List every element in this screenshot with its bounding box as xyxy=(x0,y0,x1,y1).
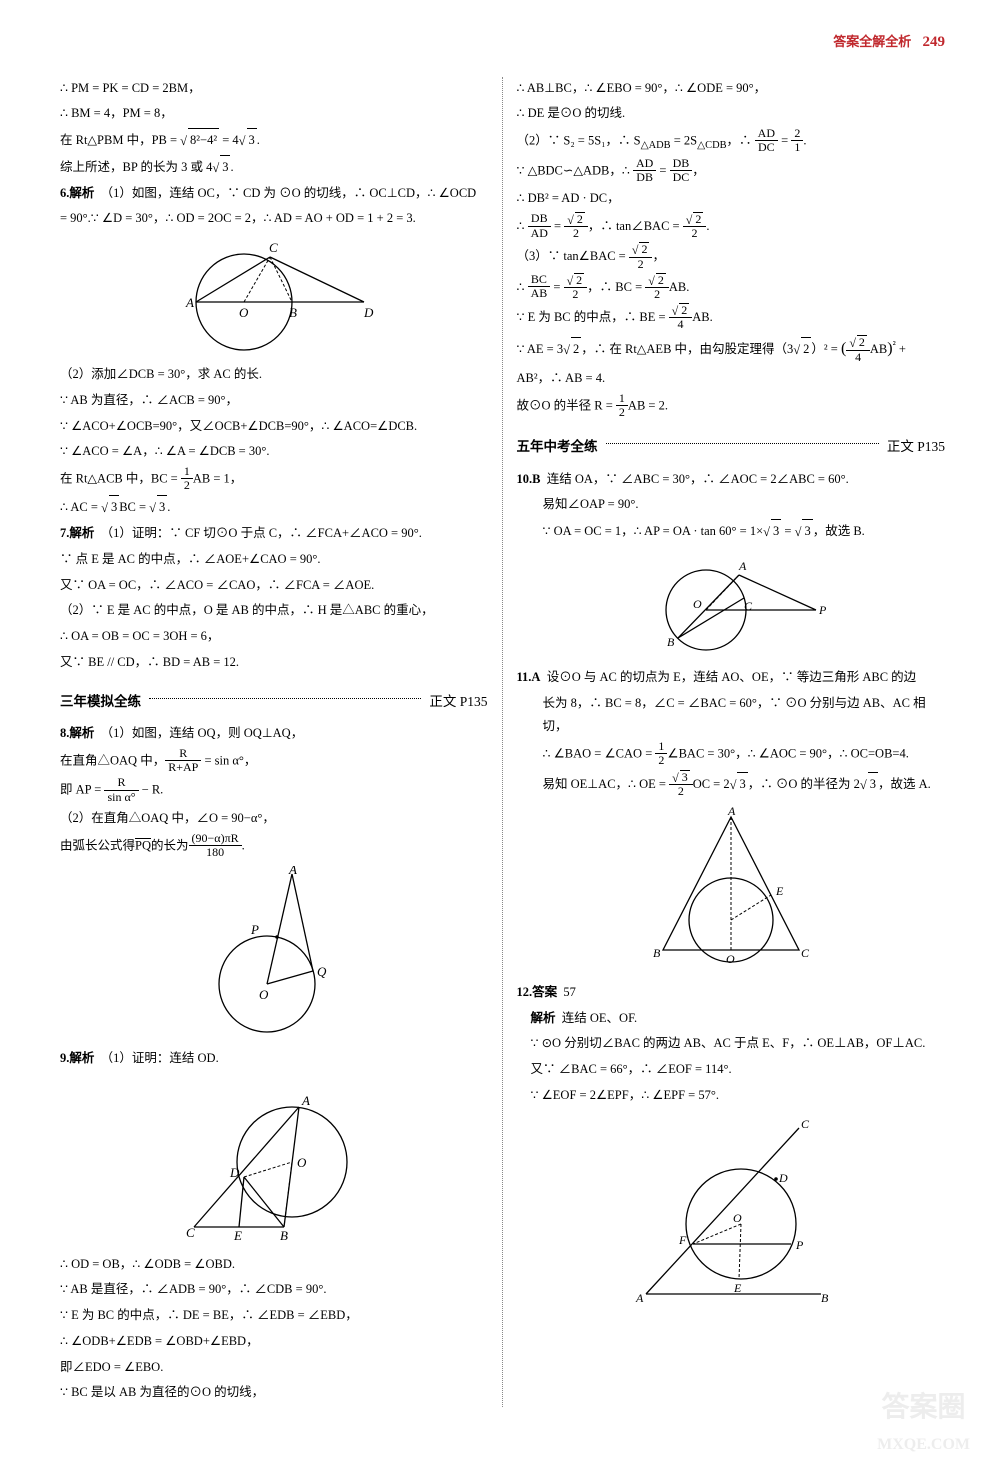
svg-text:A: A xyxy=(635,1291,644,1304)
text-line: （2）添加∠DCB = 30°，求 AC 的长. xyxy=(60,363,488,387)
text-line: 在 Rt△ACB 中，BC = 12AB = 1， xyxy=(60,466,488,493)
svg-text:O: O xyxy=(733,1211,742,1225)
figure-10: A B C O P xyxy=(517,550,946,660)
svg-text:O: O xyxy=(239,305,249,320)
q11: 11.A 设⊙O 与 AC 的切点为 E，连结 AO、OE，∵ 等边三角形 AB… xyxy=(517,666,946,690)
dotted-rule xyxy=(149,698,421,699)
q9: 9.解析 （1）证明：连结 OD. xyxy=(60,1047,488,1071)
svg-text:A: A xyxy=(185,295,194,310)
text-line: ∴ AC = √3BC = √3. xyxy=(60,495,488,520)
header-title: 答案全解全析 xyxy=(833,34,911,49)
svg-text:A: A xyxy=(727,805,736,818)
q-label: 7.解析 xyxy=(60,526,94,540)
page-number: 249 xyxy=(923,34,946,50)
svg-text:O: O xyxy=(726,952,735,966)
svg-text:B: B xyxy=(821,1291,829,1304)
svg-text:F: F xyxy=(678,1233,687,1247)
figure-9: A C D E B O xyxy=(60,1077,488,1247)
text-line: ∴ BM = 4，PM = 8， xyxy=(60,102,488,126)
q-label: 6.解析 xyxy=(60,186,94,200)
svg-text:P: P xyxy=(795,1238,804,1252)
svg-text:E: E xyxy=(775,884,784,898)
section-header-2: 五年中考全练 正文 P135 xyxy=(517,434,946,460)
svg-text:C: C xyxy=(744,599,753,613)
text-line: 在 Rt△PBM 中，PB = √8²−4² = 4√3. xyxy=(60,128,488,153)
figure-12: C A B D F E O P xyxy=(517,1114,946,1304)
svg-text:A: A xyxy=(288,866,297,877)
figure-11: A B C O E xyxy=(517,805,946,975)
svg-text:E: E xyxy=(733,1281,742,1295)
page-header: 答案全解全析 249 xyxy=(60,28,945,57)
text-line: 综上所述，BP 的长为 3 或 4√3. xyxy=(60,155,488,180)
text-line: = 90°.∵ ∠D = 30°，∴ OD = 2OC = 2，∴ AD = A… xyxy=(60,207,488,231)
figure-6: A O B D C xyxy=(60,237,488,357)
svg-text:Q: Q xyxy=(317,964,327,979)
q10: 10.B 连结 OA，∵ ∠ABC = 30°，∴ ∠AOC = 2∠ABC =… xyxy=(517,468,946,492)
svg-text:D: D xyxy=(363,305,374,320)
svg-text:O: O xyxy=(259,987,269,1002)
section-header-1: 三年模拟全练 正文 P135 xyxy=(60,689,488,715)
q12: 12.答案 57 xyxy=(517,981,946,1005)
svg-text:B: B xyxy=(280,1228,288,1243)
svg-text:C: C xyxy=(801,1117,810,1131)
svg-text:C: C xyxy=(801,946,810,960)
q7: 7.解析 （1）证明：∵ CF 切⊙O 于点 C，∴ ∠FCA+∠ACO = 9… xyxy=(60,522,488,546)
svg-text:C: C xyxy=(186,1225,195,1240)
svg-text:A: A xyxy=(738,559,747,573)
svg-text:P: P xyxy=(250,922,259,937)
svg-text:D: D xyxy=(778,1171,788,1185)
content-columns: ∴ PM = PK = CD = 2BM， ∴ BM = 4，PM = 8， 在… xyxy=(60,77,945,1408)
left-column: ∴ PM = PK = CD = 2BM， ∴ BM = 4，PM = 8， 在… xyxy=(60,77,503,1408)
svg-text:D: D xyxy=(229,1165,240,1180)
text-line: ∵ AB 为直径，∴ ∠ACB = 90°， xyxy=(60,389,488,413)
svg-text:B: B xyxy=(289,305,297,320)
right-column: ∴ AB⊥BC，∴ ∠EBO = 90°，∴ ∠ODE = 90°， ∴ DE … xyxy=(503,77,946,1408)
svg-text:A: A xyxy=(301,1093,310,1108)
svg-text:O: O xyxy=(297,1155,307,1170)
svg-text:C: C xyxy=(269,240,278,255)
q6: 6.解析 （1）如图，连结 OC，∵ CD 为 ⊙O 的切线，∴ OC⊥CD，∴… xyxy=(60,182,488,206)
text-line: ∴ PM = PK = CD = 2BM， xyxy=(60,77,488,101)
svg-text:E: E xyxy=(233,1228,242,1243)
svg-text:B: B xyxy=(653,946,661,960)
text-line: ∵ ∠ACO+∠OCB=90°，又∠OCB+∠DCB=90°，∴ ∠ACO=∠D… xyxy=(60,415,488,439)
q8: 8.解析 （1）如图，连结 OQ，则 OQ⊥AQ， xyxy=(60,722,488,746)
figure-8: A P Q O xyxy=(60,866,488,1041)
svg-text:O: O xyxy=(693,597,702,611)
svg-text:P: P xyxy=(818,603,827,617)
text-line: ∵ ∠ACO = ∠A，∴ ∠A = ∠DCB = 30°. xyxy=(60,440,488,464)
svg-text:B: B xyxy=(667,635,675,649)
